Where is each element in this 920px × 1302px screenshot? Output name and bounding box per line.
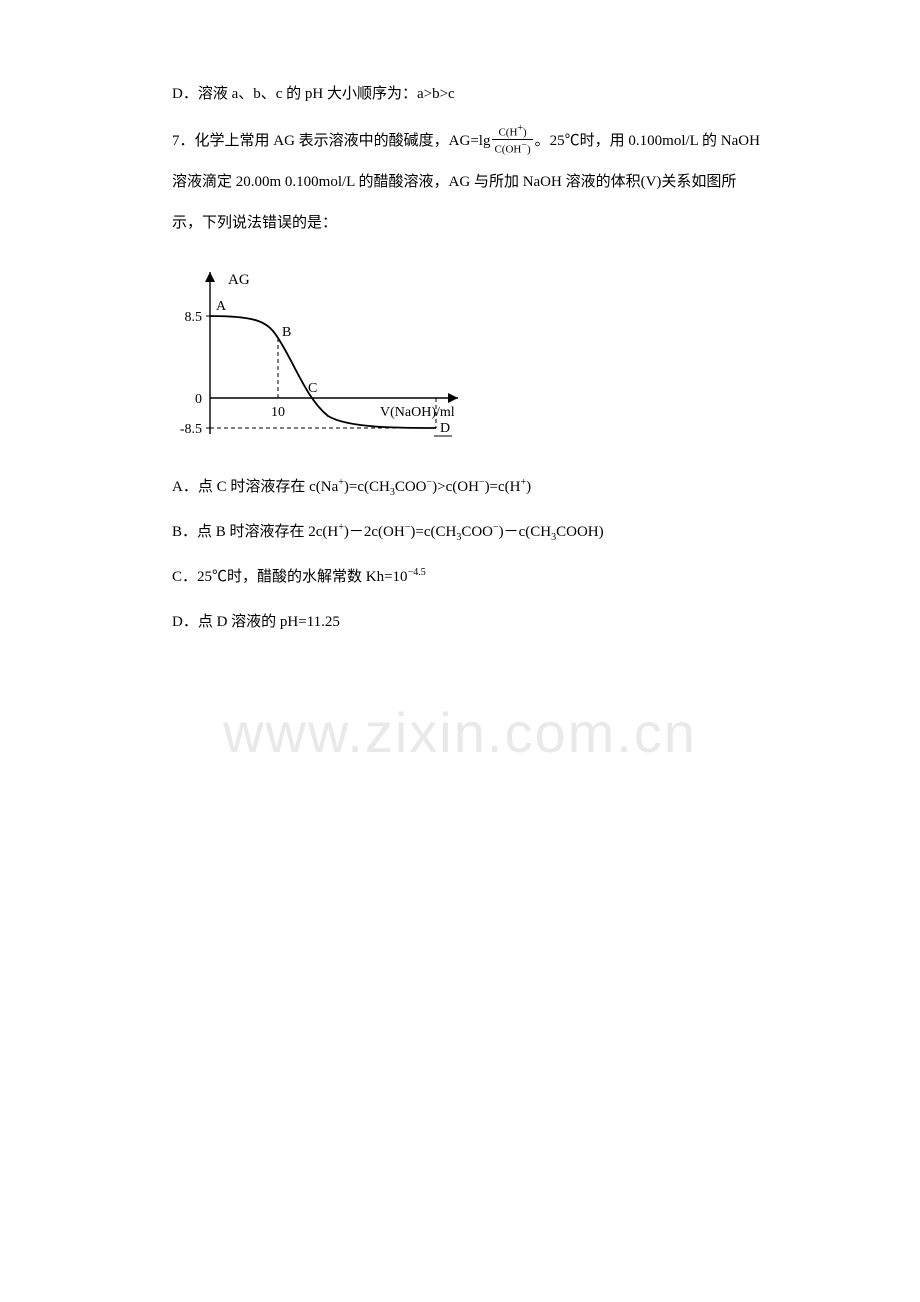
q7-options: A．点 C 时溶液存在 c(Na+)=c(CH3COO−)>c(OH−)=c(H… <box>172 471 790 639</box>
svg-text:AG: AG <box>228 272 250 288</box>
q7-stem-line1: 7．化学上常用 AG 表示溶液中的酸碱度，AG=lgC(H+)C(OH−)。25… <box>172 125 790 158</box>
q7-stem1-pre: 7．化学上常用 AG 表示溶液中的酸碱度，AG=lg <box>172 133 490 149</box>
q7-option-d: D．点 D 溶液的 pH=11.25 <box>172 606 790 639</box>
svg-text:0: 0 <box>195 392 202 407</box>
frac-num-close: ) <box>523 127 527 139</box>
svg-text:V(NaOH)/ml: V(NaOH)/ml <box>380 405 455 420</box>
opta-m1: )=c(CH <box>344 479 390 495</box>
optb-lead: B．点 B 时溶液存在 2c(H <box>172 524 338 540</box>
optb-m3: COO <box>461 524 493 540</box>
optb-m4: )－c(CH <box>499 524 552 540</box>
svg-text:10: 10 <box>271 405 285 420</box>
q7-stem-line2: 溶液滴定 20.00m 0.100mol/L 的醋酸溶液，AG 与所加 NaOH… <box>172 166 790 199</box>
frac-num: C(H <box>498 127 517 139</box>
svg-text:-8.5: -8.5 <box>180 422 202 437</box>
optb-m2: )=c(CH <box>410 524 456 540</box>
frac-den-close: ) <box>527 144 531 156</box>
svg-text:A: A <box>216 299 227 314</box>
svg-text:D: D <box>440 421 450 436</box>
opta-end: ) <box>526 479 531 495</box>
opta-m3: )>c(OH <box>432 479 479 495</box>
optc-lead: C．25℃时，醋酸的水解常数 Kh=10 <box>172 569 408 585</box>
q7-option-a: A．点 C 时溶液存在 c(Na+)=c(CH3COO−)>c(OH−)=c(H… <box>172 471 790 504</box>
fraction: C(H+)C(OH−) <box>492 123 532 156</box>
q7-stem1-post: 。25℃时，用 0.100mol/L 的 NaOH <box>535 133 760 149</box>
optb-end: COOH) <box>556 524 604 540</box>
q7-option-b: B．点 B 时溶液存在 2c(H+)－2c(OH−)=c(CH3COO−)－c(… <box>172 516 790 549</box>
titration-chart: 8.5 0 -8.5 10 AG V(NaOH)/ml A B C D <box>168 258 478 450</box>
opta-m2: COO <box>395 479 427 495</box>
svg-text:B: B <box>282 325 291 340</box>
chart-container: 8.5 0 -8.5 10 AG V(NaOH)/ml A B C D <box>168 258 790 455</box>
watermark-text: www.zixin.com.cn <box>0 700 920 765</box>
opta-m4: )=c(H <box>485 479 521 495</box>
q6-option-d: D．溶液 a、b、c 的 pH 大小顺序为：a>b>c <box>172 78 790 111</box>
q7-option-c: C．25℃时，醋酸的水解常数 Kh=10−4.5 <box>172 561 790 594</box>
svg-text:C: C <box>308 381 317 396</box>
q7-stem-line3: 示，下列说法错误的是： <box>172 207 790 240</box>
optb-m1: )－2c(OH <box>344 524 405 540</box>
svg-text:8.5: 8.5 <box>185 310 203 325</box>
frac-den: C(OH <box>494 144 521 156</box>
opta-lead: A．点 C 时溶液存在 c(Na <box>172 479 338 495</box>
optc-exp: −4.5 <box>408 567 426 578</box>
